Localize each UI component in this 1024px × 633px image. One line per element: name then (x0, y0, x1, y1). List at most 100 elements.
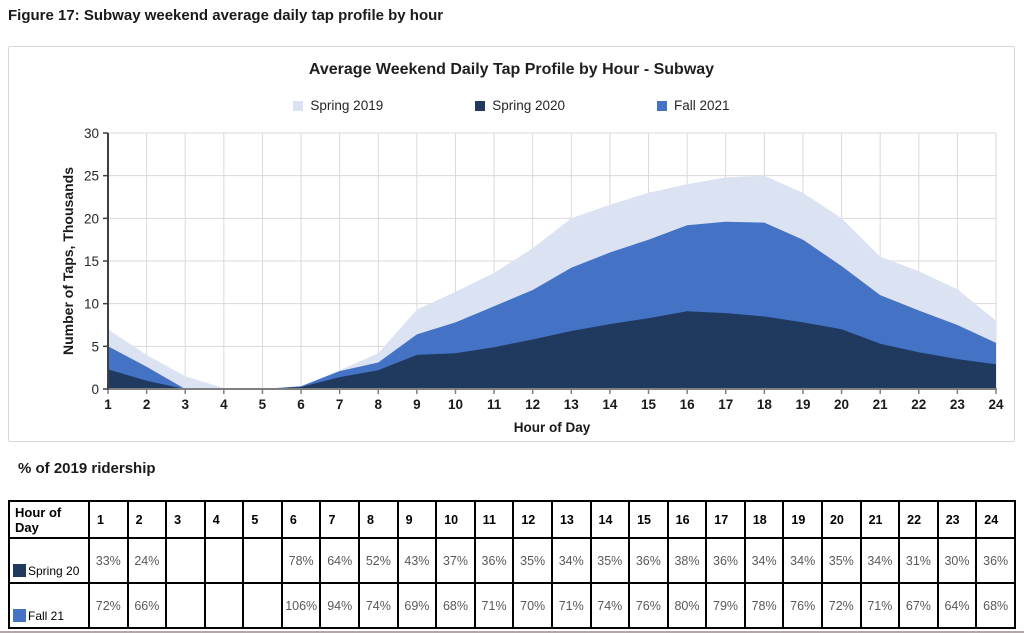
x-tick-label: 9 (413, 397, 421, 412)
chart-legend: Spring 2019 Spring 2020 Fall 2021 (9, 98, 1014, 113)
pct-cell: 34% (743, 537, 785, 584)
x-tick-label: 13 (564, 397, 580, 412)
x-tick-label: 14 (602, 397, 618, 412)
pct-cell: 33% (88, 537, 129, 584)
x-tick-label: 21 (873, 397, 889, 412)
hour-header-cell: 12 (512, 500, 553, 539)
pct-cell: 34% (859, 537, 901, 584)
hour-header-cell: 14 (589, 500, 631, 539)
pct-cell: 37% (435, 537, 476, 584)
hour-header-cell: 20 (820, 500, 862, 539)
pct-cell: 80% (666, 582, 708, 629)
pct-cell (165, 537, 206, 584)
x-tick-label: 22 (911, 397, 926, 412)
hour-header-cell: 17 (705, 500, 746, 539)
pct-cell: 94% (319, 582, 361, 629)
legend-item-spring-2019: Spring 2019 (293, 98, 383, 113)
hour-header-cell: 10 (435, 500, 476, 539)
x-tick-label: 8 (375, 397, 383, 412)
hour-header-cell: 5 (242, 500, 283, 539)
pct-cell: 74% (358, 582, 399, 629)
legend-label-spring-2019: Spring 2019 (310, 98, 384, 113)
series-label: Fall 21 (28, 609, 65, 623)
pct-cell: 31% (898, 537, 939, 584)
hour-header-cell: 9 (396, 500, 438, 539)
series-label: Spring 20 (28, 564, 80, 578)
ridership-table: Hour of Day 1 2 3 4 5 6 7 8 9 10 11 12 13 14 15 16 17 18 19… (8, 500, 1016, 629)
pct-cell: 52% (358, 537, 399, 584)
hour-header-cell: 23 (936, 500, 978, 539)
pct-cell: 36% (975, 537, 1016, 584)
pct-cell: 70% (512, 582, 553, 629)
pct-cell: 36% (473, 537, 515, 584)
pct-cell: 78% (743, 582, 785, 629)
series-swatch-icon (13, 609, 26, 622)
series-swatch-icon (13, 564, 26, 577)
pct-cell: 34% (782, 537, 823, 584)
pct-cell: 71% (550, 582, 592, 629)
pct-cell: 68% (975, 582, 1016, 629)
pct-cell: 78% (280, 537, 322, 584)
pct-cell: 35% (820, 537, 862, 584)
hour-header-cell: 16 (666, 500, 708, 539)
pct-cell: 76% (782, 582, 823, 629)
x-tick-label: 24 (988, 397, 1004, 412)
pct-cell: 72% (820, 582, 862, 629)
chart-title: Average Weekend Daily Tap Profile by Hou… (308, 61, 715, 78)
x-tick-label: 10 (448, 397, 463, 412)
pct-cell: 66% (126, 582, 168, 629)
legend-label-spring-2020: Spring 2020 (492, 98, 566, 113)
pct-cell: 43% (396, 537, 438, 584)
legend-swatch-spring-2019-icon (293, 100, 304, 111)
y-axis-title: Number of Taps, Thousands (60, 167, 76, 355)
bottom-divider (0, 631, 1024, 633)
x-tick-label: 11 (487, 397, 502, 412)
hour-header-cell: 21 (859, 500, 901, 539)
legend-label-fall-2021: Fall 2021 (674, 98, 730, 113)
pct-cell: 35% (589, 537, 631, 584)
x-tick-label: 23 (950, 397, 966, 412)
x-tick-label: 2 (143, 397, 151, 412)
hour-header-cell: 7 (319, 500, 361, 539)
pct-cell: 71% (859, 582, 901, 629)
x-tick-label: 18 (757, 397, 773, 412)
area-spring-2020 (108, 311, 996, 389)
x-tick-label: 4 (220, 397, 228, 412)
hour-header-cell: 19 (782, 500, 823, 539)
pct-cell: 36% (628, 537, 669, 584)
figure-title: Figure 17: Subway weekend average daily … (8, 7, 444, 24)
pct-cell: 69% (396, 582, 438, 629)
legend-item-spring-2020: Spring 2020 (475, 98, 565, 113)
pct-cell: 36% (705, 537, 746, 584)
pct-cell (242, 582, 283, 629)
table-heading: % of 2019 ridership (18, 460, 156, 477)
pct-cell: 79% (705, 582, 746, 629)
x-tick-label: 15 (641, 397, 657, 412)
legend-item-fall-2021: Fall 2021 (657, 98, 730, 113)
y-tick-label: 10 (84, 297, 99, 312)
series-label-cell: Spring 20 (8, 537, 90, 584)
x-tick-label: 3 (181, 397, 189, 412)
series-label-cell: Fall 21 (8, 582, 90, 629)
x-tick-label: 7 (336, 397, 344, 412)
pct-cell (165, 582, 206, 629)
x-tick-label: 12 (525, 397, 540, 412)
x-axis-title: Hour of Day (514, 420, 591, 435)
pct-cell (203, 537, 245, 584)
legend-swatch-fall-2021-icon (657, 100, 668, 111)
x-tick-label: 6 (297, 397, 305, 412)
table-row: Spring 20 33% 24% 78% 64% 52% 43% 37% 36% 35% 34% 3… (8, 537, 1016, 584)
pct-cell: 68% (435, 582, 476, 629)
y-tick-label: 15 (84, 254, 99, 269)
pct-cell: 38% (666, 537, 708, 584)
x-tick-label: 5 (259, 397, 267, 412)
hour-header-cell: 8 (358, 500, 399, 539)
hour-header-cell: 22 (898, 500, 939, 539)
pct-cell: 106% (280, 582, 322, 629)
area-chart: 1 2 3 4 5 6 7 8 9 10 11 12 13 14 15 16 17 18 19 20 21 22 23 240… (60, 126, 1004, 435)
y-tick-label: 30 (84, 126, 99, 141)
hour-header-cell: 6 (280, 500, 322, 539)
y-tick-label: 20 (84, 211, 99, 226)
pct-cell: 64% (936, 582, 978, 629)
